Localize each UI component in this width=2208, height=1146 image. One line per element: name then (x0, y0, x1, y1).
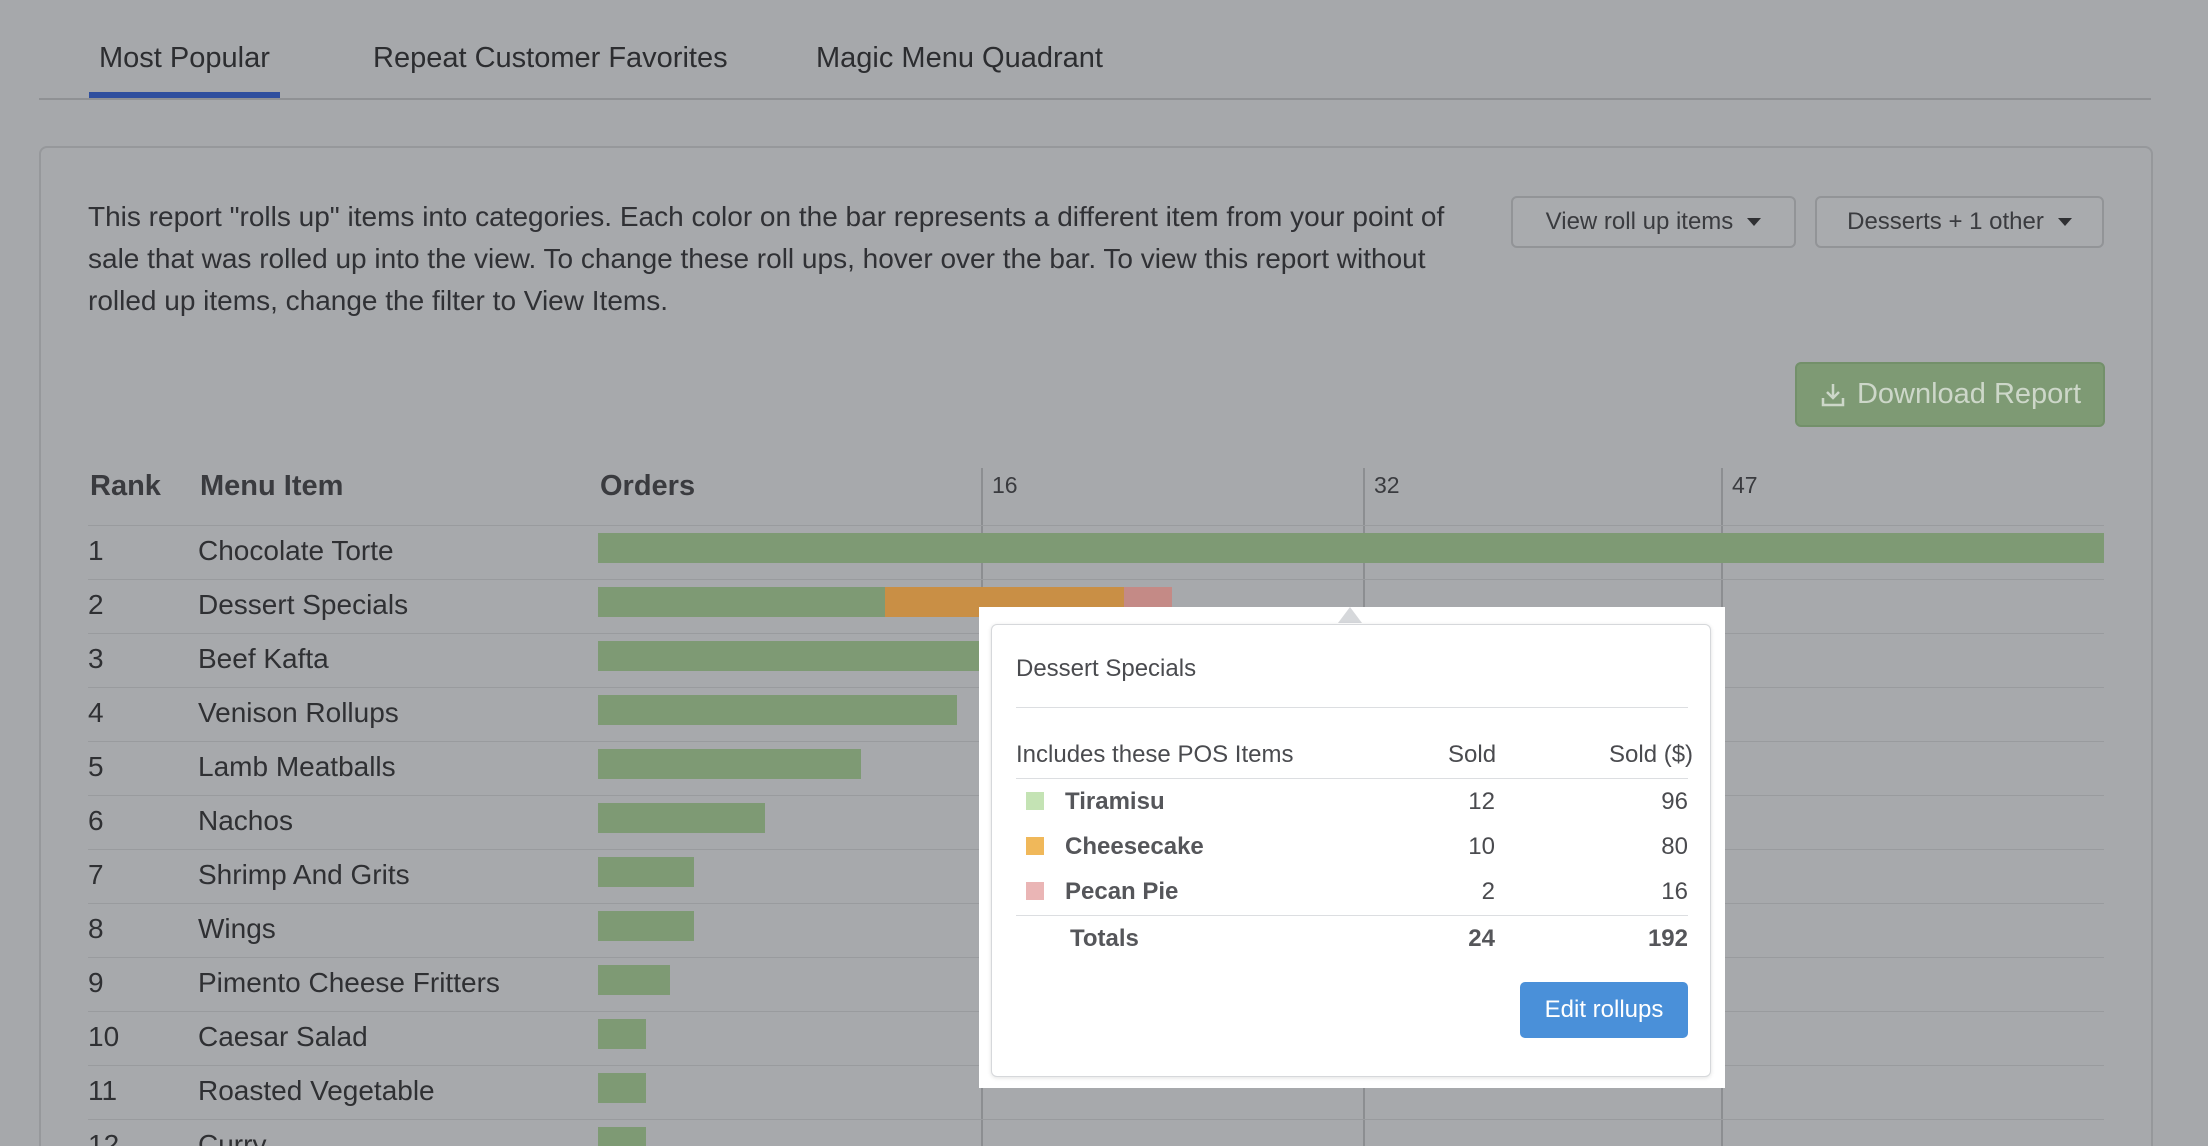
rank-cell: 3 (88, 643, 104, 674)
pos-item-sold-usd: 80 (1661, 833, 1688, 860)
bar-segment[interactable] (598, 1127, 646, 1146)
menu-item-header: Menu Item (200, 470, 344, 502)
tab-magic-menu-quadrant[interactable]: Magic Menu Quadrant (816, 42, 1103, 74)
bar-segment[interactable] (598, 749, 861, 779)
row-divider (88, 579, 2104, 580)
rank-cell: 4 (88, 697, 104, 728)
download-report-button[interactable]: Download Report (1795, 362, 2105, 427)
bar-segment[interactable] (598, 1019, 646, 1049)
rank-cell: 7 (88, 859, 104, 890)
row-divider (88, 525, 2104, 526)
orders-bar[interactable] (598, 1127, 646, 1146)
rank-cell: 11 (88, 1075, 118, 1106)
tiramisu-swatch (1026, 792, 1044, 810)
category-filter-dropdown[interactable]: Desserts + 1 other (1815, 196, 2104, 248)
divider (1016, 915, 1688, 916)
download-report-label: Download Report (1856, 378, 2082, 410)
bar-segment[interactable] (598, 911, 694, 941)
menu-item-name: Pimento Cheese Fritters (198, 967, 500, 998)
rank-cell: 1 (88, 535, 104, 566)
menu-item-name: Wings (198, 913, 276, 944)
pos-item-sold: 2 (1481, 878, 1495, 905)
x-tick-label: 32 (1374, 472, 1400, 498)
menu-item-name: Beef Kafta (198, 643, 329, 674)
divider (1016, 707, 1688, 708)
pos-item-name: Pecan Pie (1065, 878, 1179, 905)
totals-sold: 24 (1468, 925, 1495, 952)
row-divider (88, 1119, 2104, 1120)
menu-item-name: Caesar Salad (198, 1021, 368, 1052)
orders-bar[interactable] (598, 695, 957, 725)
bar-segment[interactable] (598, 641, 1005, 671)
bar-segment[interactable] (598, 695, 957, 725)
download-icon (1821, 383, 1845, 406)
view-mode-label: View roll up items (1545, 208, 1734, 235)
bar-segment[interactable] (598, 803, 766, 833)
totals-sold-usd: 192 (1647, 925, 1688, 952)
totals-label: Totals (1070, 925, 1139, 952)
pos-item-sold-usd: 96 (1661, 788, 1688, 815)
report-description: This report "rolls up" items into catego… (88, 201, 1445, 316)
rollup-popover: Dessert Specials Includes these POS Item… (991, 624, 1711, 1077)
orders-bar[interactable] (598, 857, 694, 887)
pos-item-name: Cheesecake (1065, 833, 1204, 860)
tab-repeat-customer-favorites[interactable]: Repeat Customer Favorites (373, 42, 728, 74)
category-filter-label: Desserts + 1 other (1847, 208, 2044, 235)
pos-item-sold: 12 (1468, 788, 1495, 815)
rank-cell: 12 (88, 1129, 120, 1146)
menu-item-name: Shrimp And Grits (198, 859, 410, 890)
edit-rollups-button[interactable]: Edit rollups (1520, 982, 1688, 1038)
menu-item-name: Curry (198, 1129, 267, 1146)
bar-segment[interactable] (598, 965, 670, 995)
bar-segment[interactable] (598, 587, 885, 617)
orders-bar[interactable] (598, 749, 861, 779)
x-tick-label: 16 (992, 472, 1018, 498)
pos-item-sold: 10 (1468, 833, 1495, 860)
view-mode-dropdown[interactable]: View roll up items (1511, 196, 1796, 248)
rank-header: Rank (90, 470, 161, 502)
menu-item-name: Lamb Meatballs (198, 751, 396, 782)
rank-cell: 2 (88, 589, 104, 620)
menu-item-name: Dessert Specials (198, 589, 409, 620)
orders-bar[interactable] (598, 911, 694, 941)
pecan-pie-swatch (1026, 882, 1044, 900)
rank-cell: 10 (88, 1021, 120, 1052)
orders-bar[interactable] (598, 1073, 646, 1103)
menu-item-name: Nachos (198, 805, 293, 836)
orders-bar[interactable] (598, 641, 1005, 671)
pos-items-header: Includes these POS Items (1016, 741, 1294, 768)
bar-segment[interactable] (598, 533, 2104, 563)
rank-cell: 6 (88, 805, 104, 836)
rank-cell: 9 (88, 967, 104, 998)
report-tabs: Most Popular Repeat Customer Favorites M… (39, 30, 2151, 100)
menu-item-name: Roasted Vegetable (198, 1075, 435, 1106)
orders-bar[interactable] (598, 1019, 646, 1049)
menu-item-name: Venison Rollups (198, 697, 399, 728)
caret-down-icon (1747, 218, 1762, 226)
tab-most-popular[interactable]: Most Popular (89, 42, 280, 98)
sold-usd-header: Sold ($) (1609, 741, 1694, 768)
pos-item-sold-usd: 16 (1661, 878, 1688, 905)
orders-bar[interactable] (598, 803, 766, 833)
cheesecake-swatch (1026, 837, 1044, 855)
x-tick-label: 47 (1732, 472, 1758, 498)
caret-down-icon (2057, 218, 2072, 226)
rank-cell: 8 (88, 913, 104, 944)
orders-header: Orders (600, 470, 696, 502)
divider (1016, 778, 1688, 779)
orders-bar[interactable] (598, 533, 2104, 563)
sold-header: Sold (1448, 741, 1497, 768)
bar-segment[interactable] (598, 857, 694, 887)
orders-bar[interactable] (598, 965, 670, 995)
popover-arrow (1338, 607, 1362, 623)
menu-item-name: Chocolate Torte (198, 535, 394, 566)
popover-title: Dessert Specials (1016, 655, 1197, 682)
pos-item-name: Tiramisu (1065, 788, 1165, 815)
rank-cell: 5 (88, 751, 104, 782)
bar-segment[interactable] (598, 1073, 646, 1103)
